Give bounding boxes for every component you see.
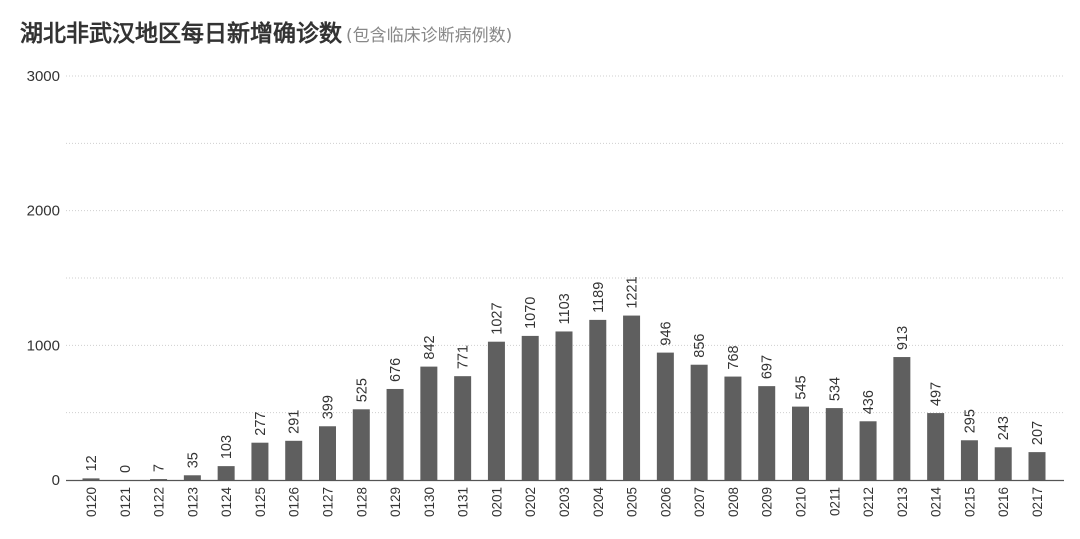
x-tick-label: 0211 — [827, 487, 842, 516]
data-label: 676 — [388, 358, 404, 382]
bar — [251, 442, 269, 480]
bar — [690, 364, 708, 480]
data-label: 12 — [84, 455, 100, 471]
data-label: 291 — [287, 410, 303, 434]
data-label: 545 — [794, 375, 810, 399]
data-label: 1070 — [523, 297, 539, 329]
bar — [521, 335, 539, 480]
x-tick-label: 0126 — [287, 487, 302, 517]
bar — [183, 475, 201, 480]
x-tick-label: 0209 — [760, 487, 775, 517]
bar — [217, 466, 235, 480]
x-tick-label: 0201 — [489, 487, 504, 517]
x-tick-label: 0127 — [321, 487, 336, 517]
bar — [319, 426, 336, 480]
data-label: 277 — [253, 411, 269, 435]
bar — [656, 352, 674, 480]
x-tick-label: 0130 — [422, 487, 437, 517]
x-tick-label: 0210 — [794, 487, 809, 517]
x-tick-label: 0215 — [962, 487, 977, 517]
y-tick-label: 0 — [52, 472, 60, 489]
x-tick-label: 0125 — [253, 487, 268, 517]
bar — [994, 447, 1012, 480]
data-label: 913 — [895, 326, 911, 350]
x-tick-label: 0120 — [84, 487, 99, 517]
data-label: 525 — [354, 378, 370, 402]
bar — [386, 388, 404, 480]
data-label: 7 — [152, 464, 168, 472]
x-tick-label: 0131 — [456, 487, 471, 517]
x-tick-label: 0203 — [557, 487, 572, 517]
y-tick-label: 2000 — [27, 203, 60, 220]
x-tick-label: 0213 — [895, 487, 910, 517]
data-label: 1027 — [489, 302, 505, 334]
data-label: 35 — [185, 452, 201, 468]
x-tick-label: 0214 — [929, 487, 944, 518]
data-label: 771 — [456, 345, 472, 369]
data-label: 946 — [658, 321, 674, 345]
x-tick-label: 0123 — [185, 487, 200, 517]
data-label: 103 — [219, 435, 235, 459]
bar — [285, 440, 303, 480]
bar — [150, 479, 168, 480]
bar — [589, 319, 607, 480]
bar — [960, 440, 978, 480]
data-label: 1103 — [557, 293, 573, 324]
x-tick-label: 0202 — [523, 487, 538, 517]
data-label: 497 — [929, 382, 945, 406]
data-label: 856 — [692, 334, 708, 358]
data-label: 207 — [1030, 421, 1046, 445]
x-tick-label: 0217 — [1030, 487, 1045, 517]
y-tick-label: 3000 — [27, 68, 60, 85]
data-label: 295 — [962, 409, 978, 433]
data-label: 0 — [118, 465, 134, 473]
bar — [352, 409, 370, 480]
chart-subtitle: (包含临床诊断病例数) — [346, 26, 513, 46]
bar — [724, 376, 742, 480]
bar — [758, 386, 776, 480]
bar — [792, 406, 809, 480]
bar — [859, 421, 877, 480]
bar — [893, 357, 911, 480]
data-label: 1221 — [625, 276, 641, 308]
bar — [1028, 452, 1046, 480]
chart-title-block: 湖北非武汉地区每日新增确诊数 (包含临床诊断病例数) — [20, 14, 512, 48]
x-tick-label: 0204 — [591, 487, 606, 518]
x-tick-label: 0128 — [354, 487, 369, 517]
bar — [825, 408, 843, 480]
x-tick-label: 0129 — [388, 487, 403, 517]
x-tick-label: 0216 — [996, 487, 1011, 517]
y-tick-label: 1000 — [27, 337, 60, 354]
data-label: 768 — [726, 345, 742, 369]
x-tick-label: 0206 — [658, 487, 673, 517]
bar — [454, 376, 472, 480]
data-label: 1189 — [591, 282, 607, 313]
x-tick-label: 0208 — [726, 487, 741, 517]
bar — [487, 341, 505, 480]
data-label: 436 — [861, 390, 877, 414]
x-tick-label: 0212 — [861, 487, 876, 517]
x-tick-label: 0121 — [118, 487, 133, 517]
x-tick-label: 0122 — [152, 487, 167, 517]
bar — [82, 478, 100, 480]
x-tick-label: 0124 — [219, 487, 234, 518]
x-tick-label: 0207 — [692, 487, 707, 517]
bar — [555, 331, 573, 480]
bar — [420, 366, 438, 480]
x-tick-label: 0205 — [625, 487, 640, 517]
bar — [927, 413, 945, 480]
data-label: 842 — [422, 335, 438, 359]
data-label: 399 — [321, 395, 337, 419]
bar — [623, 315, 641, 480]
data-label: 697 — [760, 355, 776, 379]
chart-title: 湖北非武汉地区每日新增确诊数 — [20, 21, 342, 47]
data-label: 534 — [827, 377, 843, 401]
data-label: 243 — [996, 416, 1012, 440]
